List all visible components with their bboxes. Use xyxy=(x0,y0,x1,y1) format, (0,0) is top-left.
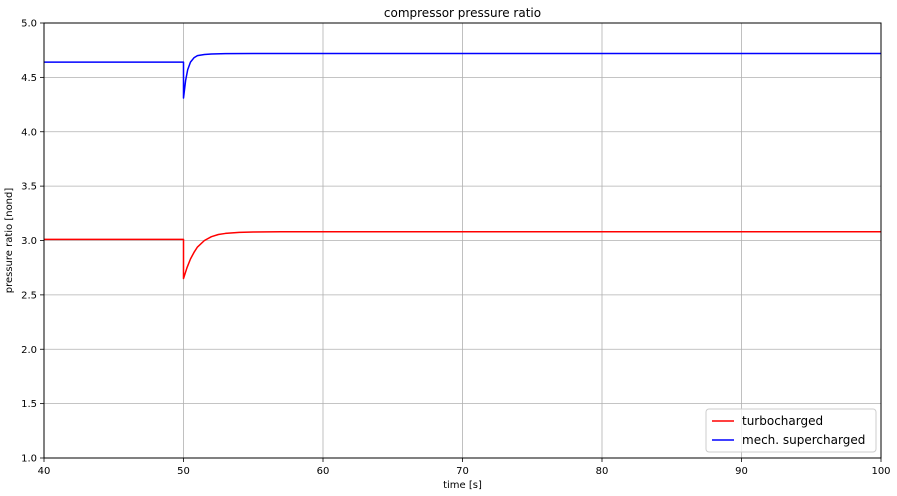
x-tick-label: 50 xyxy=(177,466,190,477)
series-line-turbocharged xyxy=(44,231,881,280)
y-tick-label: 3.0 xyxy=(21,236,37,247)
x-tick-label: 60 xyxy=(317,466,330,477)
legend-label: turbocharged xyxy=(742,414,823,428)
y-tick-label: 3.5 xyxy=(21,182,37,193)
x-tick-label: 90 xyxy=(735,466,748,477)
legend: turbocharged mech. supercharged xyxy=(705,408,877,453)
y-tick-label: 4.5 xyxy=(21,73,37,84)
x-tick-label: 80 xyxy=(596,466,609,477)
series-line-mech-supercharged xyxy=(44,52,881,99)
x-tick-label: 70 xyxy=(456,466,469,477)
y-tick-label: 5.0 xyxy=(21,19,37,30)
y-tick-label: 2.0 xyxy=(21,345,37,356)
y-tick-label: 1.0 xyxy=(21,454,37,465)
y-tick-label: 2.5 xyxy=(21,290,37,301)
y-tick-label: 1.5 xyxy=(21,399,37,410)
x-tick-label: 100 xyxy=(871,466,890,477)
legend-box xyxy=(705,408,877,453)
chart-title: compressor pressure ratio xyxy=(384,6,541,20)
x-axis-label: time [s] xyxy=(443,480,482,491)
series-layer xyxy=(44,52,881,280)
legend-label: mech. supercharged xyxy=(742,433,865,447)
x-tick-label: 40 xyxy=(38,466,51,477)
y-tick-label: 4.0 xyxy=(21,127,37,138)
axis-ticks: 40 50 60 70 80 90 100 1.0 1.5 2.0 2.5 3.0 3.5 4.0 4.5 5… xyxy=(21,19,890,478)
y-axis-label: pressure ratio [nond] xyxy=(4,188,15,294)
